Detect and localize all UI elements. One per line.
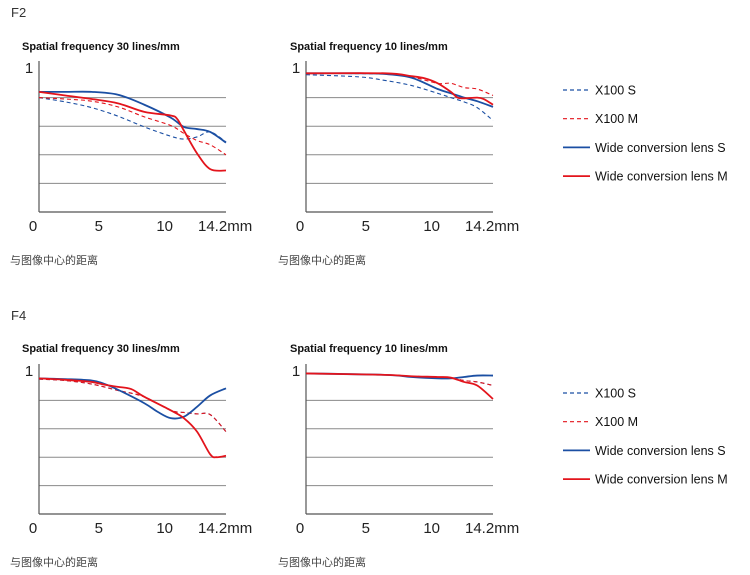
x-axis-caption: 与图像中心的距离	[278, 253, 366, 267]
y-tick-label: 1	[292, 60, 300, 77]
legend-label: Wide conversion lens S	[595, 141, 726, 155]
series-line-wide-conversion-lens-m	[305, 72, 494, 106]
x-axis-caption: 与图像中心的距离	[10, 555, 98, 569]
chart-title: Spatial frequency 30 lines/mm	[22, 343, 180, 355]
x-axis-caption: 与图像中心的距离	[278, 555, 366, 569]
x-tick-label: 14.2mm	[198, 218, 252, 235]
chart-title: Spatial frequency 10 lines/mm	[290, 343, 448, 355]
x-tick-label: 14.2mm	[465, 218, 519, 235]
legend-item: Wide conversion lens S	[563, 444, 726, 458]
legend: X100 S X100 M Wide conversion lens S Wide c…	[563, 387, 728, 487]
series-line-x100-s	[305, 74, 494, 121]
x-tick-label: 0	[296, 520, 304, 537]
legend-label: X100 M	[595, 112, 638, 126]
y-tick-label: 1	[25, 60, 33, 77]
section-label-f2: F2	[11, 5, 26, 20]
x-tick-label: 5	[95, 520, 103, 537]
legend-item: Wide conversion lens M	[563, 473, 728, 487]
legend-item: Wide conversion lens S	[563, 141, 726, 155]
legend-item: X100 M	[563, 415, 638, 429]
y-tick-label: 1	[25, 363, 33, 380]
legend: X100 S X100 M Wide conversion lens S Wide c…	[563, 84, 728, 184]
x-tick-label: 10	[156, 218, 173, 235]
series-line-wide-conversion-lens-m	[38, 377, 227, 459]
legend-label: X100 M	[595, 415, 638, 429]
section-label-f4: F4	[11, 308, 26, 323]
legend-label: X100 S	[595, 84, 636, 98]
x-tick-label: 10	[423, 520, 440, 537]
x-tick-label: 5	[362, 218, 370, 235]
legend-item: Wide conversion lens M	[563, 170, 728, 184]
legend-item: X100 M	[563, 112, 638, 126]
x-tick-label: 0	[29, 218, 37, 235]
legend-label: X100 S	[595, 387, 636, 401]
legend-label: Wide conversion lens M	[595, 170, 728, 184]
x-tick-label: 10	[156, 520, 173, 537]
x-tick-label: 14.2mm	[465, 520, 519, 537]
legend-label: Wide conversion lens M	[595, 473, 728, 487]
series-line-x100-m	[38, 97, 227, 156]
chart-title: Spatial frequency 30 lines/mm	[22, 41, 180, 53]
series-line-x100-s	[38, 97, 227, 143]
x-tick-label: 5	[95, 218, 103, 235]
legend-item: X100 S	[563, 84, 636, 98]
x-tick-label: 14.2mm	[198, 520, 252, 537]
series-line-wide-conversion-lens-s	[38, 377, 227, 420]
y-tick-label: 1	[292, 363, 300, 380]
chart-title: Spatial frequency 10 lines/mm	[290, 41, 448, 53]
x-tick-label: 0	[29, 520, 37, 537]
x-axis-caption: 与图像中心的距离	[10, 253, 98, 267]
series-line-x100-m	[305, 72, 494, 96]
legend-label: Wide conversion lens S	[595, 444, 726, 458]
series-line-wide-conversion-lens-m	[305, 372, 494, 400]
series-line-wide-conversion-lens-s	[39, 90, 227, 144]
legend-item: X100 S	[563, 387, 636, 401]
x-tick-label: 0	[296, 218, 304, 235]
series-line-wide-conversion-lens-m	[38, 90, 227, 172]
x-tick-label: 10	[423, 218, 440, 235]
x-tick-label: 5	[362, 520, 370, 537]
